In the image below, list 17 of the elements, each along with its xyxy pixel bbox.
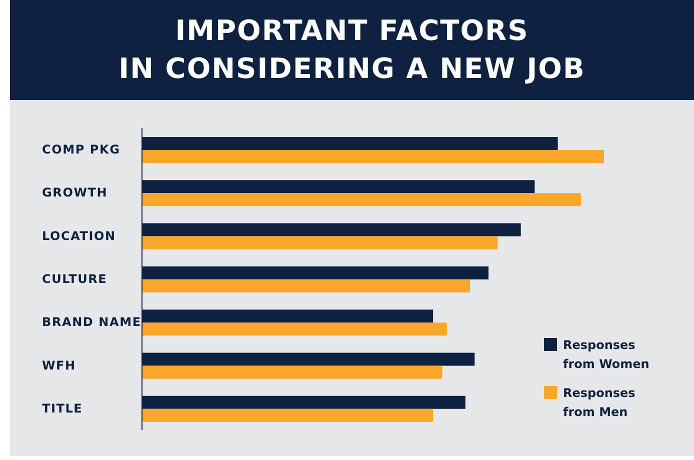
y-tick-label: CULTURE (42, 272, 108, 286)
bar (142, 322, 447, 336)
y-tick-label: WFH (42, 358, 76, 372)
y-tick-label: LOCATION (42, 228, 116, 243)
y-tick-label: COMP PKG (42, 142, 120, 157)
legend-label: Responses from Women (563, 337, 650, 373)
bar (142, 193, 581, 206)
y-tick-label: GROWTH (42, 186, 108, 200)
legend-label: Responses from Men (563, 385, 636, 421)
chart-title: IMPORTANT FACTORS IN CONSIDERING A NEW JOB (10, 0, 694, 100)
y-tick-label: TITLE (42, 401, 83, 416)
bar (142, 150, 604, 163)
bar (142, 236, 498, 250)
bar (142, 366, 442, 379)
bar (142, 408, 434, 422)
bar (142, 279, 470, 292)
y-tick-label: BRAND NAME (42, 315, 142, 330)
